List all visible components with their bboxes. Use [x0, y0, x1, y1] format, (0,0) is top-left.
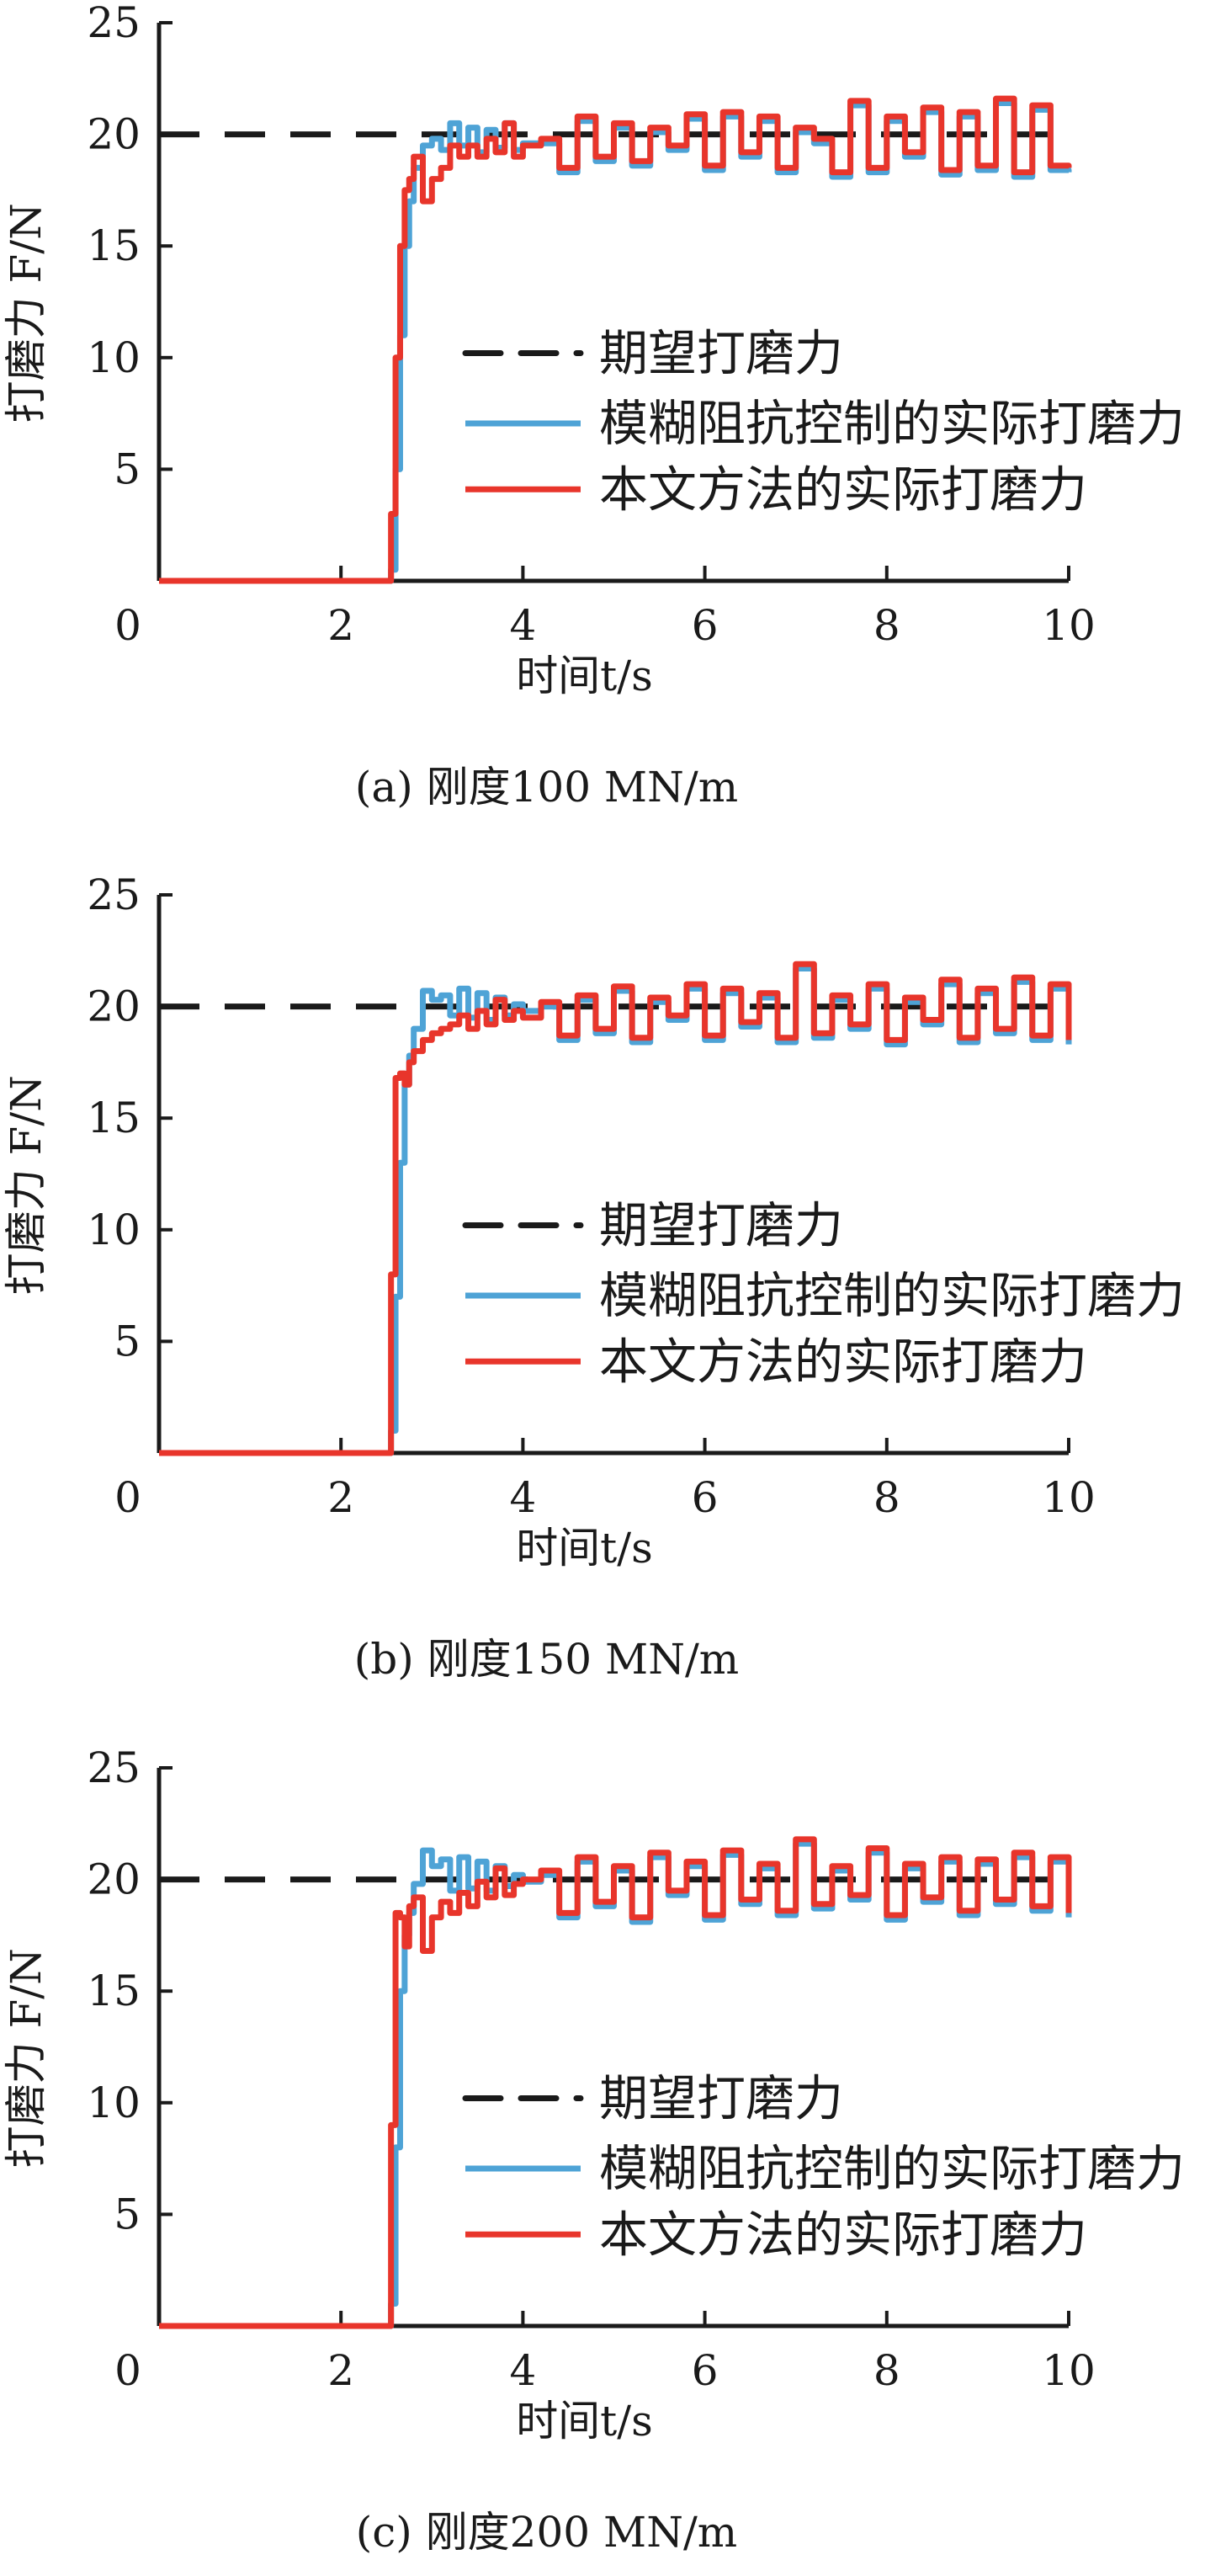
legend-label: 模糊阻抗控制的实际打磨力 [599, 1267, 1185, 1324]
y-tick-label: 20 [87, 110, 141, 159]
y-tick-label: 15 [87, 1094, 141, 1142]
y-tick-label: 25 [87, 0, 141, 47]
legend-item: 模糊阻抗控制的实际打磨力 [465, 2140, 1185, 2197]
x-axis-label: 时间t/s [516, 652, 653, 700]
y-axis-label: 打磨力 F/N [2, 1075, 50, 1295]
x-tick-label: 0 [114, 1473, 141, 1522]
y-axis-label: 打磨力 F/N [2, 1948, 50, 2168]
x-tick-label: 6 [692, 2346, 719, 2395]
x-tick-label: 2 [327, 2346, 354, 2395]
x-tick-label: 8 [873, 2346, 900, 2395]
x-tick-label: 6 [692, 601, 719, 650]
legend-label: 模糊阻抗控制的实际打磨力 [599, 395, 1185, 452]
legend-label: 本文方法的实际打磨力 [599, 460, 1087, 518]
chart-caption: (a) 刚度100 MN/m [355, 763, 738, 812]
series-proposed-method-force [159, 95, 1072, 584]
y-tick-label: 20 [87, 1855, 141, 1904]
chart-panel-a: 5 10 15 20 25 0 2 4 6 8 10 时间t/s 打磨力 F/N (a) 刚度100 MN… [2, 0, 1185, 812]
y-tick-label: 20 [87, 982, 141, 1031]
series-proposed-method-force [159, 1836, 1072, 2329]
y-tick-label: 10 [87, 1206, 141, 1254]
legend-item: 本文方法的实际打磨力 [465, 2206, 1087, 2263]
x-tick-label: 10 [1042, 1473, 1096, 1522]
legend-label: 期望打磨力 [599, 1196, 843, 1253]
x-tick-label: 4 [509, 1473, 536, 1522]
legend-label: 期望打磨力 [599, 324, 843, 381]
series-proposed-method-force [159, 961, 1072, 1456]
legend-item: 期望打磨力 [462, 1196, 843, 1253]
legend-item: 模糊阻抗控制的实际打磨力 [465, 395, 1185, 452]
x-tick-label: 8 [873, 601, 900, 650]
x-tick-label: 2 [327, 601, 354, 650]
y-tick-label: 25 [87, 870, 141, 919]
legend-item: 本文方法的实际打磨力 [465, 1333, 1087, 1390]
y-tick-label: 5 [114, 444, 141, 493]
y-tick-label: 5 [114, 1317, 141, 1365]
legend-label: 本文方法的实际打磨力 [599, 1333, 1087, 1390]
x-tick-label: 10 [1042, 2346, 1096, 2395]
y-axis-label: 打磨力 F/N [2, 203, 50, 423]
x-tick-label: 0 [114, 2346, 141, 2395]
legend-item: 期望打磨力 [462, 324, 843, 381]
x-tick-label: 4 [509, 2346, 536, 2395]
y-tick-label: 5 [114, 2190, 141, 2238]
legend-item: 期望打磨力 [462, 2069, 843, 2126]
x-axis-label: 时间t/s [516, 2397, 653, 2446]
y-tick-label: 10 [87, 333, 141, 382]
chart-caption: (b) 刚度150 MN/m [354, 1635, 739, 1684]
y-tick-label: 25 [87, 1743, 141, 1792]
legend-label: 期望打磨力 [599, 2069, 843, 2126]
chart-caption: (c) 刚度200 MN/m [356, 2508, 737, 2557]
x-tick-label: 10 [1042, 601, 1096, 650]
y-tick-label: 15 [87, 221, 141, 270]
legend-item: 模糊阻抗控制的实际打磨力 [465, 1267, 1185, 1324]
x-tick-label: 6 [692, 1473, 719, 1522]
legend-item: 本文方法的实际打磨力 [465, 460, 1087, 518]
y-tick-label: 15 [87, 1967, 141, 2015]
legend-label: 本文方法的实际打磨力 [599, 2206, 1087, 2263]
x-tick-label: 8 [873, 1473, 900, 1522]
legend-label: 模糊阻抗控制的实际打磨力 [599, 2140, 1185, 2197]
x-tick-label: 0 [114, 601, 141, 650]
x-tick-label: 4 [509, 601, 536, 650]
x-tick-label: 2 [327, 1473, 354, 1522]
y-tick-label: 10 [87, 2078, 141, 2127]
chart-panel-b: 5 10 15 20 25 0 2 4 6 8 10 时间t/s 打磨力 F/N (b) 刚度150 MN… [2, 870, 1185, 1684]
x-axis-label: 时间t/s [516, 1524, 653, 1573]
chart-panel-c: 5 10 15 20 25 0 2 4 6 8 10 时间t/s 打磨力 F/N (c) 刚度200 MN… [2, 1743, 1185, 2557]
